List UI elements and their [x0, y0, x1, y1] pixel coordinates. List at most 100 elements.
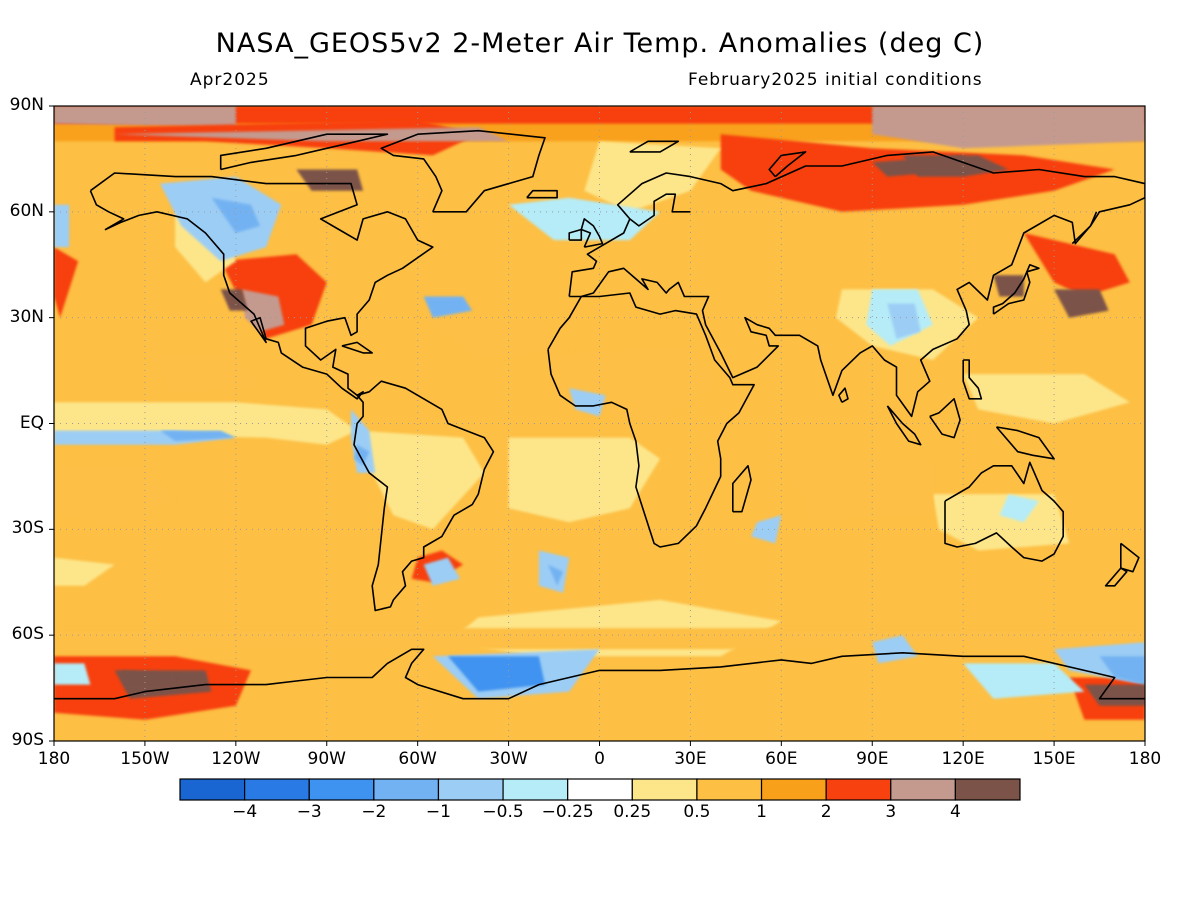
lon-label: 60E — [765, 749, 798, 769]
lon-label: 90E — [856, 749, 889, 769]
colorbar-label: −3 — [296, 802, 322, 822]
colorbar-swatch — [502, 778, 569, 801]
anomaly-region — [448, 656, 545, 692]
colorbar — [179, 778, 1021, 801]
colorbar-swatch — [631, 778, 698, 801]
anomaly-region — [54, 628, 1145, 650]
initial-conditions: February2025 initial conditions — [688, 70, 983, 90]
anomaly-region — [54, 106, 1145, 124]
anomaly-region — [54, 204, 70, 248]
lon-label: 30E — [674, 749, 707, 769]
coastline — [89, 172, 434, 400]
coastline — [992, 264, 1040, 315]
lat-label: 60S — [11, 624, 44, 645]
anomaly-region — [932, 494, 1070, 551]
anomaly-region — [296, 169, 364, 191]
colorbar-swatch — [244, 778, 310, 801]
anomaly-region — [144, 352, 267, 396]
coastline — [838, 387, 849, 403]
lat-label: 30N — [9, 306, 44, 327]
coastline — [962, 359, 983, 400]
lat-label: 90N — [9, 95, 44, 115]
anomaly-region — [1099, 656, 1145, 685]
lon-label: 90W — [307, 749, 346, 769]
lon-label: 180 — [1128, 749, 1162, 769]
anomaly-region — [357, 430, 485, 530]
coastline — [219, 133, 389, 171]
coastline — [580, 218, 604, 248]
colorbar-label: −0.25 — [541, 802, 594, 822]
colorbar-swatch — [760, 778, 827, 801]
anomaly-region — [1054, 289, 1109, 318]
coastline — [629, 193, 691, 227]
colorbar-label: 0.5 — [683, 802, 711, 822]
anomaly-region — [160, 430, 236, 442]
coastline — [929, 398, 961, 439]
anomaly-region — [548, 564, 564, 586]
anomaly-region — [160, 176, 282, 262]
lon-label: 120W — [211, 749, 261, 769]
colorbar-label: −2 — [361, 802, 387, 822]
coastline — [353, 380, 495, 612]
coastline — [526, 189, 558, 199]
anomaly-region — [423, 296, 473, 318]
anomaly-region — [1084, 684, 1145, 706]
anomaly-region — [423, 557, 461, 586]
lon-label: 30W — [489, 749, 528, 769]
lat-label: 90S — [11, 730, 44, 750]
anomaly-region — [211, 197, 261, 233]
anomaly-region — [1023, 233, 1130, 297]
coastline — [568, 228, 583, 241]
colorbar-swatch — [825, 778, 892, 801]
coastline — [944, 461, 1064, 562]
colorbar-label: −4 — [232, 802, 258, 822]
forecast-month: Apr2025 — [190, 70, 270, 90]
colorbar-swatch — [437, 778, 504, 801]
colorbar-swatch — [567, 778, 633, 801]
anomaly-region — [354, 444, 370, 466]
colorbar-swatch — [179, 778, 246, 801]
anomaly-region — [963, 374, 1130, 424]
anomaly-region — [751, 515, 782, 544]
coastline — [768, 151, 807, 178]
coastline — [995, 426, 1055, 460]
anomaly-region — [872, 635, 918, 664]
colorbar-label: 0.25 — [613, 802, 652, 822]
anomaly-region — [54, 557, 115, 586]
colorbar-label: 4 — [949, 802, 961, 822]
anomaly-region — [781, 458, 933, 523]
colorbar-label: 2 — [820, 802, 832, 822]
coastline — [732, 465, 752, 513]
coastline — [1104, 567, 1128, 587]
anomaly-region — [54, 106, 236, 128]
lat-label: EQ — [19, 412, 44, 433]
anomaly-region — [220, 289, 248, 311]
anomaly-field — [54, 106, 1145, 741]
anomaly-region — [887, 303, 921, 339]
colorbar-swatch — [954, 778, 1021, 801]
colorbar-swatch — [308, 778, 375, 801]
anomaly-region — [54, 663, 91, 685]
lon-label: 150E — [1032, 749, 1076, 769]
anomaly-region — [508, 437, 661, 523]
coastline — [1120, 542, 1140, 573]
lat-label: 30S — [11, 518, 44, 539]
coastline — [341, 341, 373, 354]
lon-label: 0 — [594, 749, 605, 769]
anomaly-region — [417, 317, 570, 360]
anomaly-region — [54, 465, 176, 530]
coastline — [886, 405, 922, 446]
colorbar-label: 1 — [756, 802, 767, 822]
lon-label: 150W — [120, 749, 170, 769]
anomaly-region — [872, 106, 1145, 149]
coastline — [629, 140, 680, 153]
coastline — [1071, 211, 1098, 245]
anomaly-region — [999, 494, 1039, 523]
chart-title: NASA_GEOS5v2 2-Meter Air Temp. Anomalies… — [215, 28, 985, 59]
lon-label: 180 — [37, 749, 71, 769]
coastline — [547, 292, 755, 548]
colorbar-swatch — [890, 778, 956, 801]
colorbar-label: 3 — [885, 802, 897, 822]
lat-label: 60N — [9, 200, 44, 221]
